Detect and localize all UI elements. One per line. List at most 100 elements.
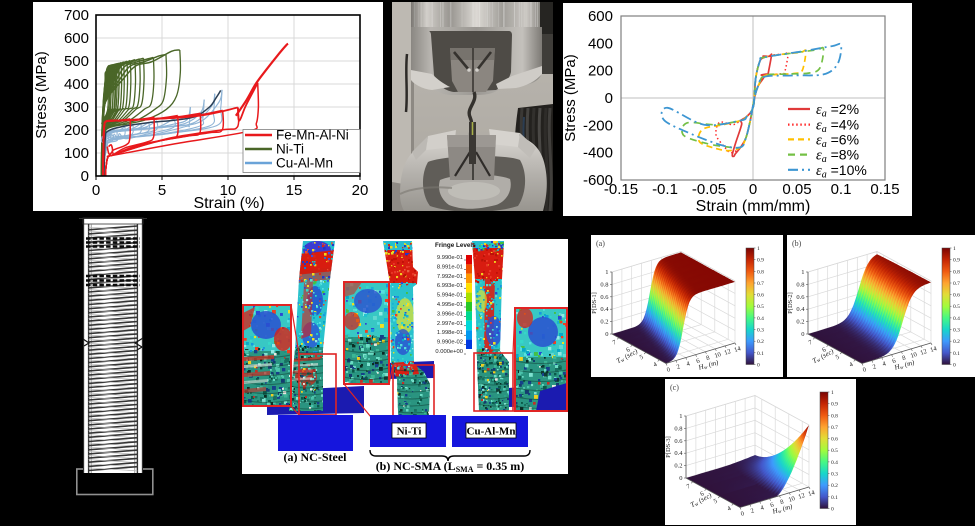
- svg-text:1: 1: [953, 246, 956, 252]
- svg-text:2: 2: [676, 363, 681, 371]
- svg-text:600: 600: [64, 30, 89, 47]
- svg-text:0.2: 0.2: [953, 339, 960, 345]
- svg-text:6: 6: [770, 501, 776, 509]
- svg-text:7: 7: [686, 483, 693, 491]
- svg-text:0.6: 0.6: [953, 293, 960, 299]
- svg-text:0.15: 0.15: [870, 181, 899, 198]
- svg-text:0.8: 0.8: [831, 413, 838, 419]
- svg-text:700: 700: [64, 7, 89, 24]
- svg-text:0.2: 0.2: [600, 319, 608, 326]
- svg-text:0: 0: [740, 510, 745, 518]
- svg-text:10: 10: [714, 351, 722, 360]
- svg-text:2: 2: [750, 507, 755, 515]
- svg-text:0.6: 0.6: [674, 438, 683, 445]
- svg-text:4: 4: [726, 505, 733, 513]
- svg-text:14: 14: [733, 345, 742, 354]
- svg-text:6: 6: [699, 490, 706, 498]
- svg-text:12: 12: [919, 348, 927, 357]
- svg-text:9.990e-01: 9.990e-01: [437, 255, 463, 261]
- svg-text:0: 0: [605, 90, 613, 107]
- svg-text:10: 10: [788, 495, 796, 504]
- svg-text:Stress (MPa): Stress (MPa): [33, 51, 50, 139]
- svg-text:εa =2%: εa =2%: [816, 101, 859, 120]
- svg-text:P[DS-3]: P[DS-3]: [665, 436, 672, 458]
- svg-text:7.992e-01: 7.992e-01: [437, 274, 463, 280]
- svg-text:0.6: 0.6: [831, 437, 838, 443]
- svg-text:8: 8: [779, 499, 784, 507]
- svg-text:0: 0: [801, 331, 804, 338]
- svg-text:0.6: 0.6: [757, 293, 764, 299]
- svg-text:8: 8: [901, 355, 906, 363]
- svg-text:0.3: 0.3: [831, 472, 838, 478]
- svg-text:0: 0: [92, 182, 100, 199]
- svg-text:10: 10: [910, 351, 918, 360]
- svg-text:0.5: 0.5: [831, 448, 838, 454]
- svg-text:12: 12: [723, 348, 731, 357]
- svg-text:5.994e-01: 5.994e-01: [437, 293, 463, 299]
- svg-text:Ni-Ti: Ni-Ti: [276, 142, 304, 157]
- svg-text:20: 20: [352, 182, 369, 199]
- svg-text:-200: -200: [583, 117, 613, 134]
- svg-text:0.9: 0.9: [831, 402, 838, 408]
- svg-text:9.990e-02: 9.990e-02: [437, 340, 463, 346]
- svg-text:100: 100: [64, 145, 89, 162]
- svg-text:5: 5: [158, 182, 166, 199]
- svg-text:400: 400: [588, 35, 613, 52]
- svg-text:0: 0: [953, 363, 956, 369]
- svg-text:1.998e-01: 1.998e-01: [437, 330, 463, 336]
- svg-text:7: 7: [612, 339, 619, 347]
- svg-text:10: 10: [220, 182, 237, 199]
- svg-text:4: 4: [760, 504, 766, 512]
- svg-text:8: 8: [705, 355, 710, 363]
- svg-text:0.8: 0.8: [674, 425, 682, 432]
- svg-text:0.1: 0.1: [831, 495, 838, 501]
- svg-text:0: 0: [81, 168, 89, 185]
- svg-text:6.993e-01: 6.993e-01: [437, 283, 463, 289]
- svg-text:0.4: 0.4: [953, 316, 960, 322]
- svg-text:(c): (c): [670, 383, 679, 392]
- svg-text:5: 5: [835, 354, 841, 362]
- svg-text:4.995e-01: 4.995e-01: [437, 302, 463, 308]
- svg-text:1: 1: [605, 269, 608, 276]
- svg-text:15: 15: [286, 182, 303, 199]
- svg-text:4: 4: [652, 361, 659, 369]
- svg-text:0: 0: [862, 366, 867, 374]
- svg-text:εa =6%: εa =6%: [816, 131, 859, 150]
- svg-text:4: 4: [848, 361, 855, 369]
- svg-text:300: 300: [64, 99, 89, 116]
- svg-text:5: 5: [639, 354, 645, 362]
- svg-text:Strain (mm/mm): Strain (mm/mm): [696, 198, 811, 215]
- svg-text:0.9: 0.9: [953, 258, 960, 264]
- svg-text:(b): (b): [792, 239, 802, 248]
- svg-text:6: 6: [696, 357, 702, 365]
- svg-text:0.4: 0.4: [757, 316, 764, 322]
- svg-text:0.1: 0.1: [757, 351, 764, 357]
- svg-text:εa =10%: εa =10%: [816, 162, 867, 181]
- svg-text:500: 500: [64, 53, 89, 70]
- svg-text:0: 0: [605, 331, 608, 338]
- svg-text:0.6: 0.6: [796, 294, 805, 301]
- svg-text:0.5: 0.5: [953, 304, 960, 310]
- svg-text:0.8: 0.8: [757, 269, 764, 275]
- svg-text:0.7: 0.7: [953, 281, 960, 287]
- svg-text:0.7: 0.7: [757, 281, 764, 287]
- svg-text:1: 1: [831, 390, 834, 396]
- svg-text:0.4: 0.4: [796, 306, 805, 313]
- svg-text:0.2: 0.2: [757, 339, 764, 345]
- svg-text:6: 6: [892, 357, 898, 365]
- svg-text:0.7: 0.7: [831, 425, 838, 431]
- svg-text:12: 12: [797, 492, 805, 501]
- svg-text:0.4: 0.4: [600, 306, 609, 313]
- svg-text:0.05: 0.05: [782, 181, 811, 198]
- svg-text:0.8: 0.8: [796, 281, 804, 288]
- svg-text:6: 6: [821, 346, 828, 354]
- svg-text:8.991e-01: 8.991e-01: [437, 264, 463, 270]
- svg-text:Ni-Ti: Ni-Ti: [397, 426, 422, 438]
- svg-text:0.4: 0.4: [674, 450, 683, 457]
- svg-text:1: 1: [757, 246, 760, 252]
- svg-text:0.1: 0.1: [831, 181, 852, 198]
- svg-text:0.2: 0.2: [674, 463, 682, 470]
- svg-text:1: 1: [801, 269, 804, 276]
- svg-text:εa =8%: εa =8%: [816, 147, 859, 166]
- svg-text:0.8: 0.8: [953, 269, 960, 275]
